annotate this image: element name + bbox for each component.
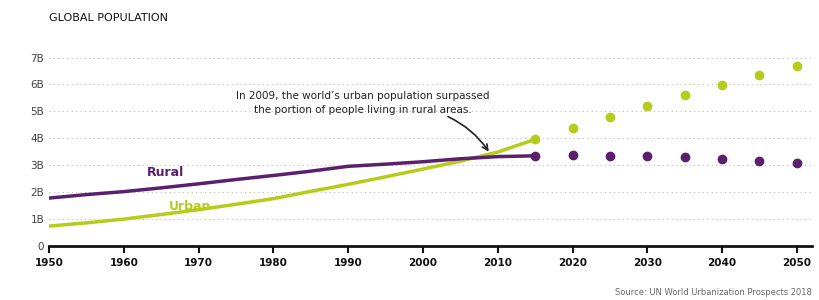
Text: Source: UN World Urbanization Prospects 2018: Source: UN World Urbanization Prospects … [614,288,811,297]
Text: In 2009, the world’s urban population surpassed
the portion of people living in : In 2009, the world’s urban population su… [236,91,490,115]
Text: Rural: Rural [147,166,183,179]
Text: GLOBAL POPULATION: GLOBAL POPULATION [49,14,168,23]
Text: Urban: Urban [169,200,211,213]
